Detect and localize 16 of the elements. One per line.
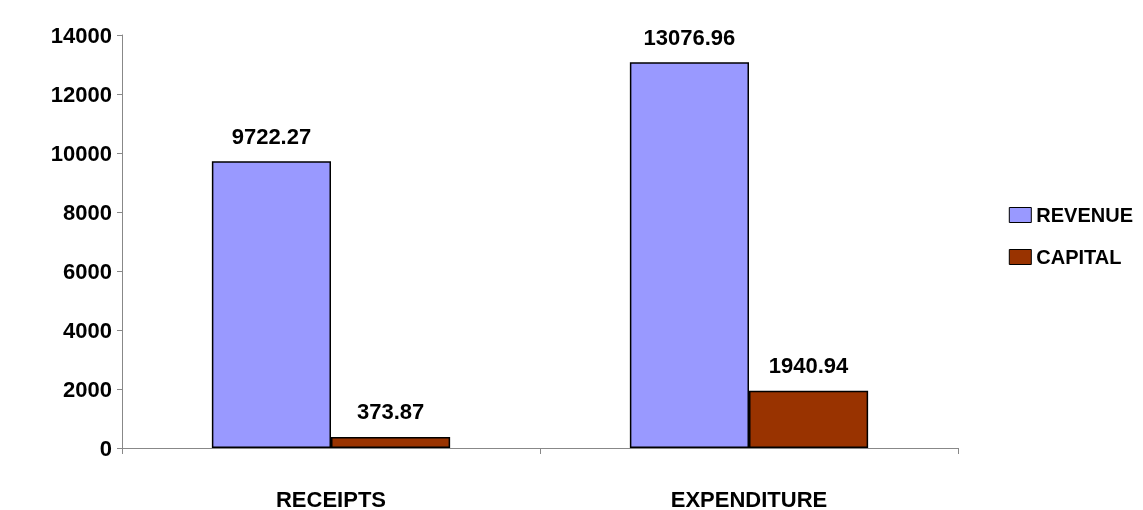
y-tick-label: 14000: [50, 22, 112, 48]
y-tick-label: 2000: [63, 376, 112, 402]
x-tick-label: RECEIPTS: [275, 486, 387, 510]
y-tick-label: 8000: [63, 199, 112, 225]
y-tick-label: 12000: [50, 81, 112, 107]
y-tick-label: 10000: [50, 140, 112, 166]
legend-label: CAPITAL: [1036, 246, 1122, 268]
y-tick-label: 6000: [63, 258, 112, 284]
data-label: 1940.94: [768, 353, 850, 379]
data-label: 13076.96: [643, 24, 736, 50]
data-label: 373.87: [356, 399, 425, 425]
data-label: 9722.27: [231, 123, 312, 149]
legend-label: REVENUE: [1036, 204, 1134, 226]
y-tick-label: 4000: [63, 317, 112, 343]
x-tick-label: EXPENDITURE: [670, 486, 828, 510]
y-tick-label: 0: [99, 435, 112, 461]
